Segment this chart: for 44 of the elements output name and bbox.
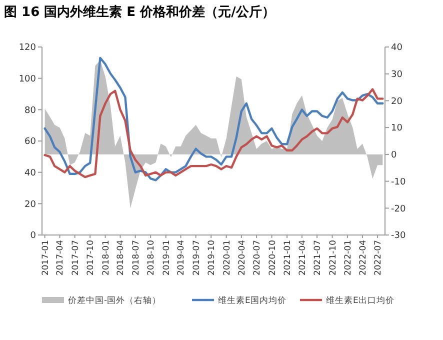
y2-tick-label: -20: [391, 204, 406, 214]
chart-title: 图 16 国内外维生素 E 价格和价差（元/公斤）: [4, 4, 275, 20]
x-tick-label: 2018-04: [116, 240, 126, 276]
y-tick-label: 120: [18, 43, 36, 54]
y2-tick-label: 40: [391, 43, 403, 54]
y-tick-label: 60: [24, 137, 36, 148]
x-tick-label: 2017-04: [56, 240, 66, 276]
y2-tick-label: 10: [391, 124, 403, 134]
y-tick-label: 40: [24, 168, 36, 178]
y-tick-label: 100: [18, 74, 36, 84]
x-tick-label: 2018-10: [146, 240, 157, 276]
x-tick-label: 2019-04: [176, 240, 187, 276]
x-tick-label: 2021-07: [313, 240, 324, 276]
x-tick-label: 2017-10: [86, 240, 96, 276]
x-tick-label: 2022-07: [374, 240, 384, 276]
y2-tick-label: 20: [391, 96, 403, 107]
y2-tick-label: 0: [391, 150, 397, 161]
y-tick-label: 80: [24, 106, 36, 116]
x-tick-label: 2020-04: [237, 240, 248, 276]
x-tick-label: 2020-10: [268, 240, 278, 276]
line-series: [44, 88, 384, 178]
legend-label: 维生素E国内均价: [218, 294, 286, 306]
line-series: [44, 56, 384, 182]
x-tick-label: 2022-01: [344, 240, 354, 276]
x-tick-label: 2019-10: [207, 240, 218, 276]
x-tick-label: 2019-07: [192, 240, 202, 276]
x-tick-label: 2018-01: [101, 240, 112, 276]
x-tick-label: 2021-01: [283, 240, 293, 276]
y2-tick-label: 30: [391, 70, 403, 80]
x-tick-label: 2021-10: [328, 240, 338, 276]
legend-label: 维生素E出口均价: [326, 294, 394, 306]
x-tick-label: 2020-07: [252, 240, 262, 276]
x-tick-label: 2018-07: [131, 240, 142, 276]
x-tick-label: 2017-07: [70, 240, 81, 276]
x-tick-label: 2020-01: [222, 240, 232, 276]
y-tick-label: 0: [30, 231, 36, 242]
x-tick-label: 2022-04: [358, 240, 368, 276]
y2-tick-label: -30: [391, 231, 406, 242]
y-tick-label: 20: [24, 200, 36, 210]
x-tick-label: 2017-01: [40, 240, 51, 276]
legend-label: 价差中国-国外（右轴）: [67, 294, 162, 306]
x-tick-label: 2019-01: [162, 240, 172, 276]
y2-tick-label: -10: [391, 177, 406, 188]
x-tick-label: 2021-04: [298, 240, 308, 276]
